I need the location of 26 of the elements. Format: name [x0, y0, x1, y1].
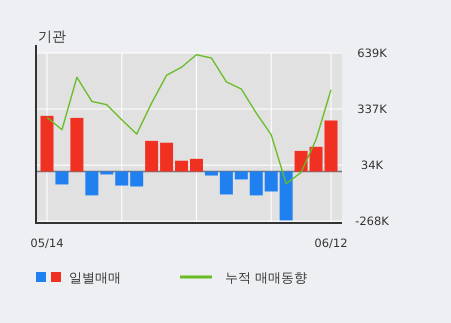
- bar: [85, 171, 98, 196]
- bar: [310, 146, 323, 172]
- bar: [220, 171, 233, 194]
- legend-label: 일별매매: [69, 271, 121, 286]
- bar: [130, 171, 144, 186]
- bar: [55, 171, 68, 184]
- bar: [175, 160, 188, 172]
- bar: [204, 171, 218, 176]
- bar: [190, 158, 203, 172]
- chart-title: 기관: [38, 29, 66, 45]
- bar: [145, 140, 158, 172]
- bar: [324, 120, 338, 172]
- y-tick-label: 639K: [357, 46, 388, 60]
- bar: [234, 171, 248, 180]
- x-tick-label: 06/12: [314, 236, 348, 250]
- line-series: [46, 54, 332, 184]
- y-tick-label: -268K: [355, 214, 390, 228]
- bar: [40, 116, 54, 172]
- y-tick-label: 337K: [357, 102, 388, 116]
- bar: [280, 171, 293, 220]
- bar: [294, 150, 308, 172]
- bar: [160, 142, 174, 172]
- legend-label: 누적 매매동향: [225, 271, 308, 286]
- y-tick-label: 34K: [360, 158, 384, 172]
- bar: [70, 118, 84, 172]
- x-tick-label: 05/14: [30, 236, 64, 250]
